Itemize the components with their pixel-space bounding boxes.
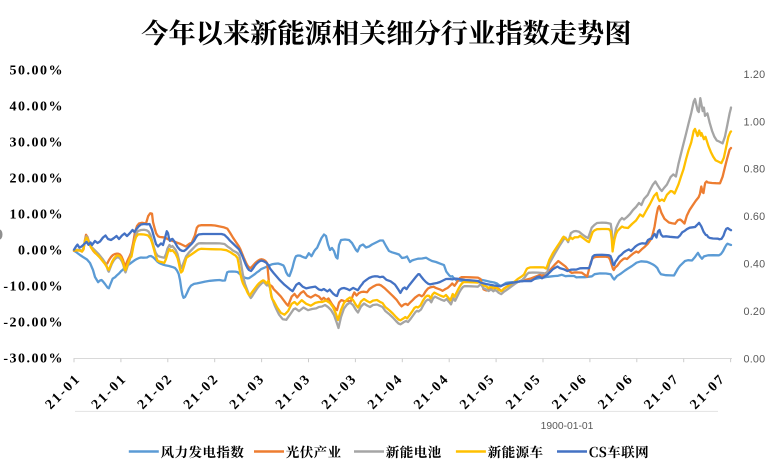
svg-text:20.00%: 20.00% [10, 172, 65, 187]
svg-text:0.40: 0.40 [744, 259, 766, 271]
svg-text:-20.00%: -20.00% [3, 316, 64, 331]
svg-text:-10.00%: -10.00% [3, 280, 64, 295]
svg-text:1.20: 1.20 [744, 69, 766, 81]
svg-text:0.20: 0.20 [744, 306, 766, 318]
svg-text:50.00%: 50.00% [10, 64, 65, 79]
svg-text:-30.00%: -30.00% [3, 352, 64, 367]
svg-text:1900-01-01: 1900-01-01 [541, 421, 594, 432]
svg-text:0.80: 0.80 [744, 164, 766, 176]
svg-text:40.00%: 40.00% [10, 100, 65, 115]
svg-text:0.60: 0.60 [744, 211, 766, 223]
svg-text:10.00%: 10.00% [10, 208, 65, 223]
svg-text:1.00: 1.00 [744, 116, 766, 128]
svg-text:0.00%: 0.00% [18, 244, 64, 259]
svg-text:30.00%: 30.00% [10, 136, 65, 151]
svg-text:0.00: 0.00 [744, 353, 766, 365]
